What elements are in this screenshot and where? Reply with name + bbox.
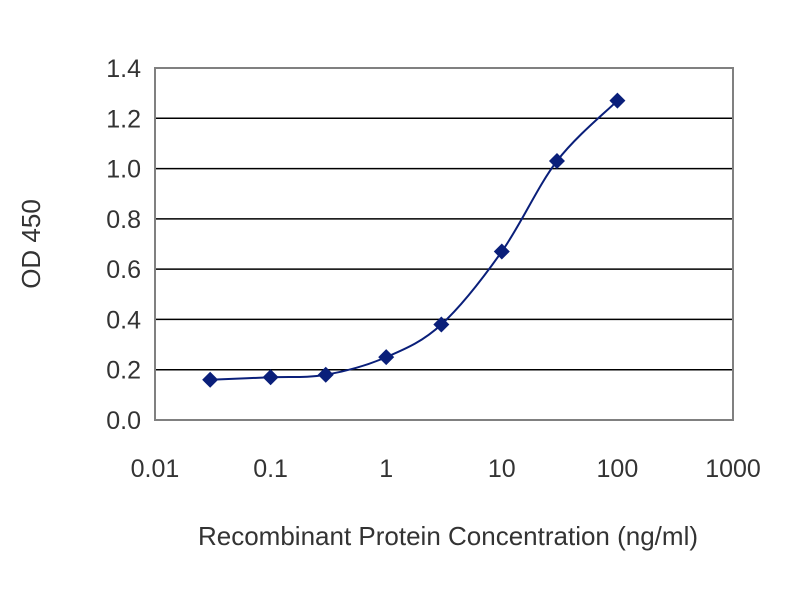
- x-axis-ticks: 0.01 0.1 1 10 100 1000: [131, 455, 761, 483]
- data-point: [609, 92, 626, 109]
- plot-frame: [154, 67, 734, 421]
- series-curve: [210, 99, 619, 381]
- y-tick-label: 1.4: [106, 55, 141, 83]
- data-point: [548, 153, 565, 170]
- data-point: [433, 316, 450, 333]
- y-tick-label: 0.8: [106, 206, 141, 234]
- x-tick-label: 1000: [705, 455, 761, 483]
- y-tick-label: 1.2: [106, 105, 141, 133]
- x-tick-label: 10: [488, 455, 516, 483]
- data-point: [317, 366, 334, 383]
- y-tick-label: 0.6: [106, 256, 141, 284]
- x-tick-label: 0.01: [131, 455, 180, 483]
- y-tick-label: 0.4: [106, 306, 141, 334]
- y-axis-label: OD 450: [16, 199, 46, 289]
- y-tick-label: 1.0: [106, 156, 141, 184]
- x-tick-label: 1: [379, 455, 393, 483]
- data-point: [262, 369, 279, 386]
- gridlines: [155, 117, 733, 371]
- x-axis-label: Recombinant Protein Concentration (ng/ml…: [198, 521, 698, 551]
- y-tick-label: 0.2: [106, 357, 141, 385]
- x-tick-label: 100: [597, 455, 639, 483]
- y-tick-label: 0.0: [106, 407, 141, 435]
- data-point: [378, 349, 395, 366]
- data-points: [202, 92, 626, 388]
- data-point: [493, 243, 510, 260]
- data-point: [202, 371, 219, 388]
- y-axis-ticks: 0.0 0.2 0.4 0.6 0.8 1.0 1.2 1.4: [106, 55, 141, 435]
- x-tick-label: 0.1: [253, 455, 288, 483]
